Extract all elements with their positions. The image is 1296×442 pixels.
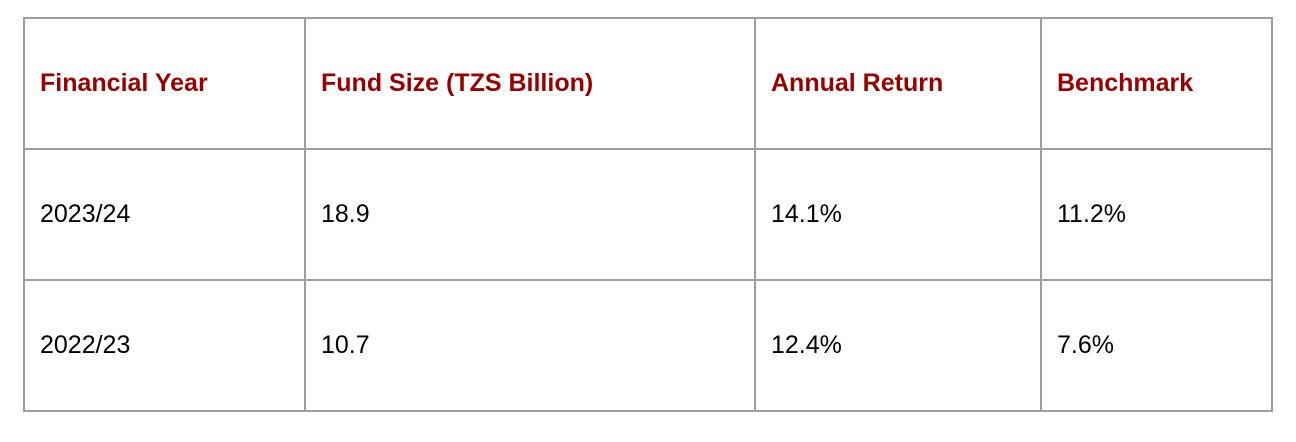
header-row: Financial Year Fund Size (TZS Billion) Ann… xyxy=(23,17,1273,150)
fund-table: Financial Year Fund Size (TZS Billion) Ann… xyxy=(23,17,1273,412)
data-cell: 12.4% xyxy=(754,279,1042,412)
data-cell: 14.1% xyxy=(754,148,1042,281)
table-head: Financial Year Fund Size (TZS Billion) Ann… xyxy=(23,17,1273,150)
data-cell: 2022/23 xyxy=(23,279,306,412)
data-cell: 11.2% xyxy=(1040,148,1273,281)
table-container: Financial Year Fund Size (TZS Billion) Ann… xyxy=(23,17,1273,412)
data-row: 2022/23 10.7 12.4% 7.6% xyxy=(23,279,1273,412)
data-cell: 10.7 xyxy=(304,279,756,412)
header-cell: Financial Year xyxy=(23,17,306,150)
data-row: 2023/24 18.9 14.1% 11.2% xyxy=(23,148,1273,281)
table-body: 2023/24 18.9 14.1% 11.2% 2022/23 10.7 12.4% 7.6… xyxy=(23,148,1273,412)
header-cell: Benchmark xyxy=(1040,17,1273,150)
header-cell: Annual Return xyxy=(754,17,1042,150)
data-cell: 2023/24 xyxy=(23,148,306,281)
data-cell: 18.9 xyxy=(304,148,756,281)
header-cell: Fund Size (TZS Billion) xyxy=(304,17,756,150)
data-cell: 7.6% xyxy=(1040,279,1273,412)
